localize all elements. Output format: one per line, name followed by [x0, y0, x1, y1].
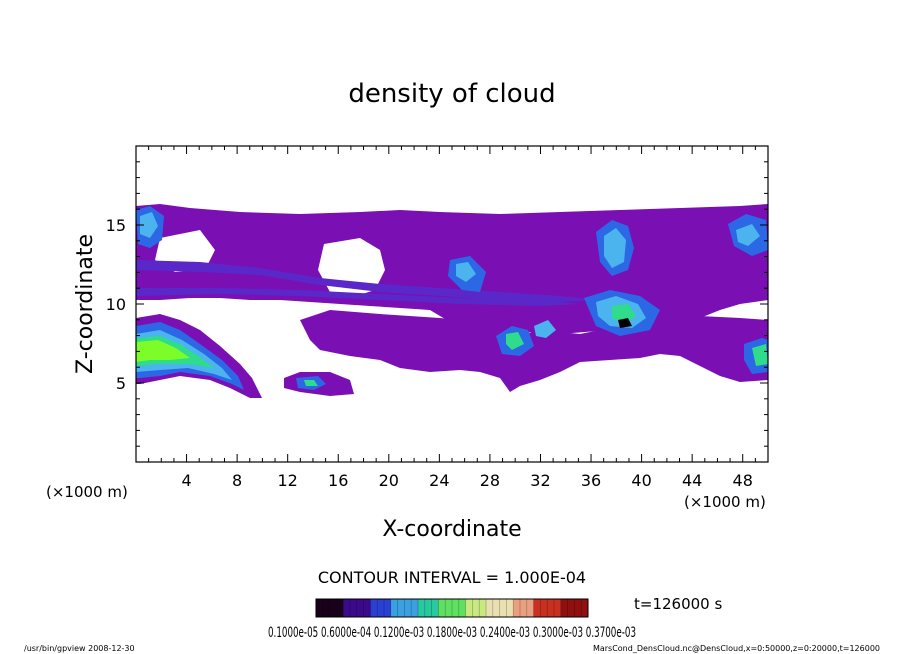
colorbar-segment [377, 599, 385, 617]
colorbar [315, 598, 589, 618]
colorbar-segment [581, 599, 589, 617]
colorbar-segment [452, 599, 460, 617]
colorbar-segment [397, 599, 405, 617]
y-tick-label: 5 [116, 374, 126, 393]
x-tick-label: 24 [429, 471, 449, 490]
y-tick-label: 10 [106, 295, 126, 314]
x-tick-label: 32 [530, 471, 550, 490]
colorbar-segment [506, 599, 514, 617]
colorbar-segment [479, 599, 487, 617]
colorbar-segment [322, 599, 331, 617]
cloud-region-middle [300, 310, 768, 392]
colorbar-segment [540, 599, 548, 617]
colorbar-segment [316, 599, 324, 617]
colorbar-segment [424, 599, 433, 617]
cloud-field [136, 204, 768, 398]
x-tick-label: 4 [181, 471, 191, 490]
colorbar-segment [567, 599, 575, 617]
colorbar-segment [574, 599, 582, 617]
x-tick-label: 40 [631, 471, 651, 490]
colorbar-segment [513, 599, 521, 617]
colorbar-segment [547, 599, 555, 617]
colorbar-segment [438, 599, 446, 617]
chart-title: density of cloud [348, 79, 555, 109]
colorbar-segment [404, 599, 412, 617]
time-label: t=126000 s [634, 595, 722, 613]
footer-right: MarsCond_DensCloud.nc@DensCloud,x=0:5000… [593, 644, 880, 653]
x-tick-label: 16 [328, 471, 348, 490]
x-tick-label: 36 [581, 471, 601, 490]
colorbar-segment [370, 599, 378, 617]
colorbar-segment [520, 599, 528, 617]
x-tick-label: 8 [232, 471, 242, 490]
x-axis-unit-left: (×1000 m) [46, 483, 128, 501]
colorbar-segment [418, 599, 426, 617]
colorbar-segment [526, 599, 535, 617]
colorbar-segment [560, 599, 569, 617]
colorbar-segment [492, 599, 501, 617]
x-tick-label: 12 [278, 471, 298, 490]
colorbar-labels: 0.1000e-05 0.6000e-04 0.1200e-03 0.1800e… [268, 625, 636, 641]
colorbar-segment [384, 599, 392, 617]
y-tick-label: 15 [106, 216, 126, 235]
contour-interval-text: CONTOUR INTERVAL = 1.000E-04 [318, 568, 586, 587]
colorbar-segment [329, 599, 337, 617]
colorbar-segment [343, 599, 351, 617]
colorbar-segment [336, 599, 344, 617]
colorbar-segment [472, 599, 480, 617]
x-axis-unit-right: (×1000 m) [684, 493, 766, 511]
axis-ticks [135, 145, 769, 463]
x-tick-label: 44 [682, 471, 702, 490]
colorbar-segment [499, 599, 507, 617]
x-tick-label: 28 [480, 471, 500, 490]
colorbar-segment [458, 599, 467, 617]
colorbar-segment [533, 599, 541, 617]
colorbar-segment [356, 599, 365, 617]
colorbar-segment [554, 599, 562, 617]
x-tick-label: 48 [733, 471, 753, 490]
colorbar-frame [315, 598, 589, 618]
colorbar-segment [445, 599, 453, 617]
colorbar-segment [411, 599, 419, 617]
y-axis-label: Z-coordinate [73, 234, 98, 374]
colorbar-segment [465, 599, 473, 617]
colorbar-segment [486, 599, 494, 617]
x-tick-label: 20 [379, 471, 399, 490]
footer-left: /usr/bin/gpview 2008-12-30 [24, 644, 135, 653]
colorbar-segment [363, 599, 371, 617]
colorbar-segment [431, 599, 439, 617]
colorbar-segment [350, 599, 358, 617]
colorbar-segment [390, 599, 399, 617]
x-axis-label: X-coordinate [382, 517, 521, 542]
